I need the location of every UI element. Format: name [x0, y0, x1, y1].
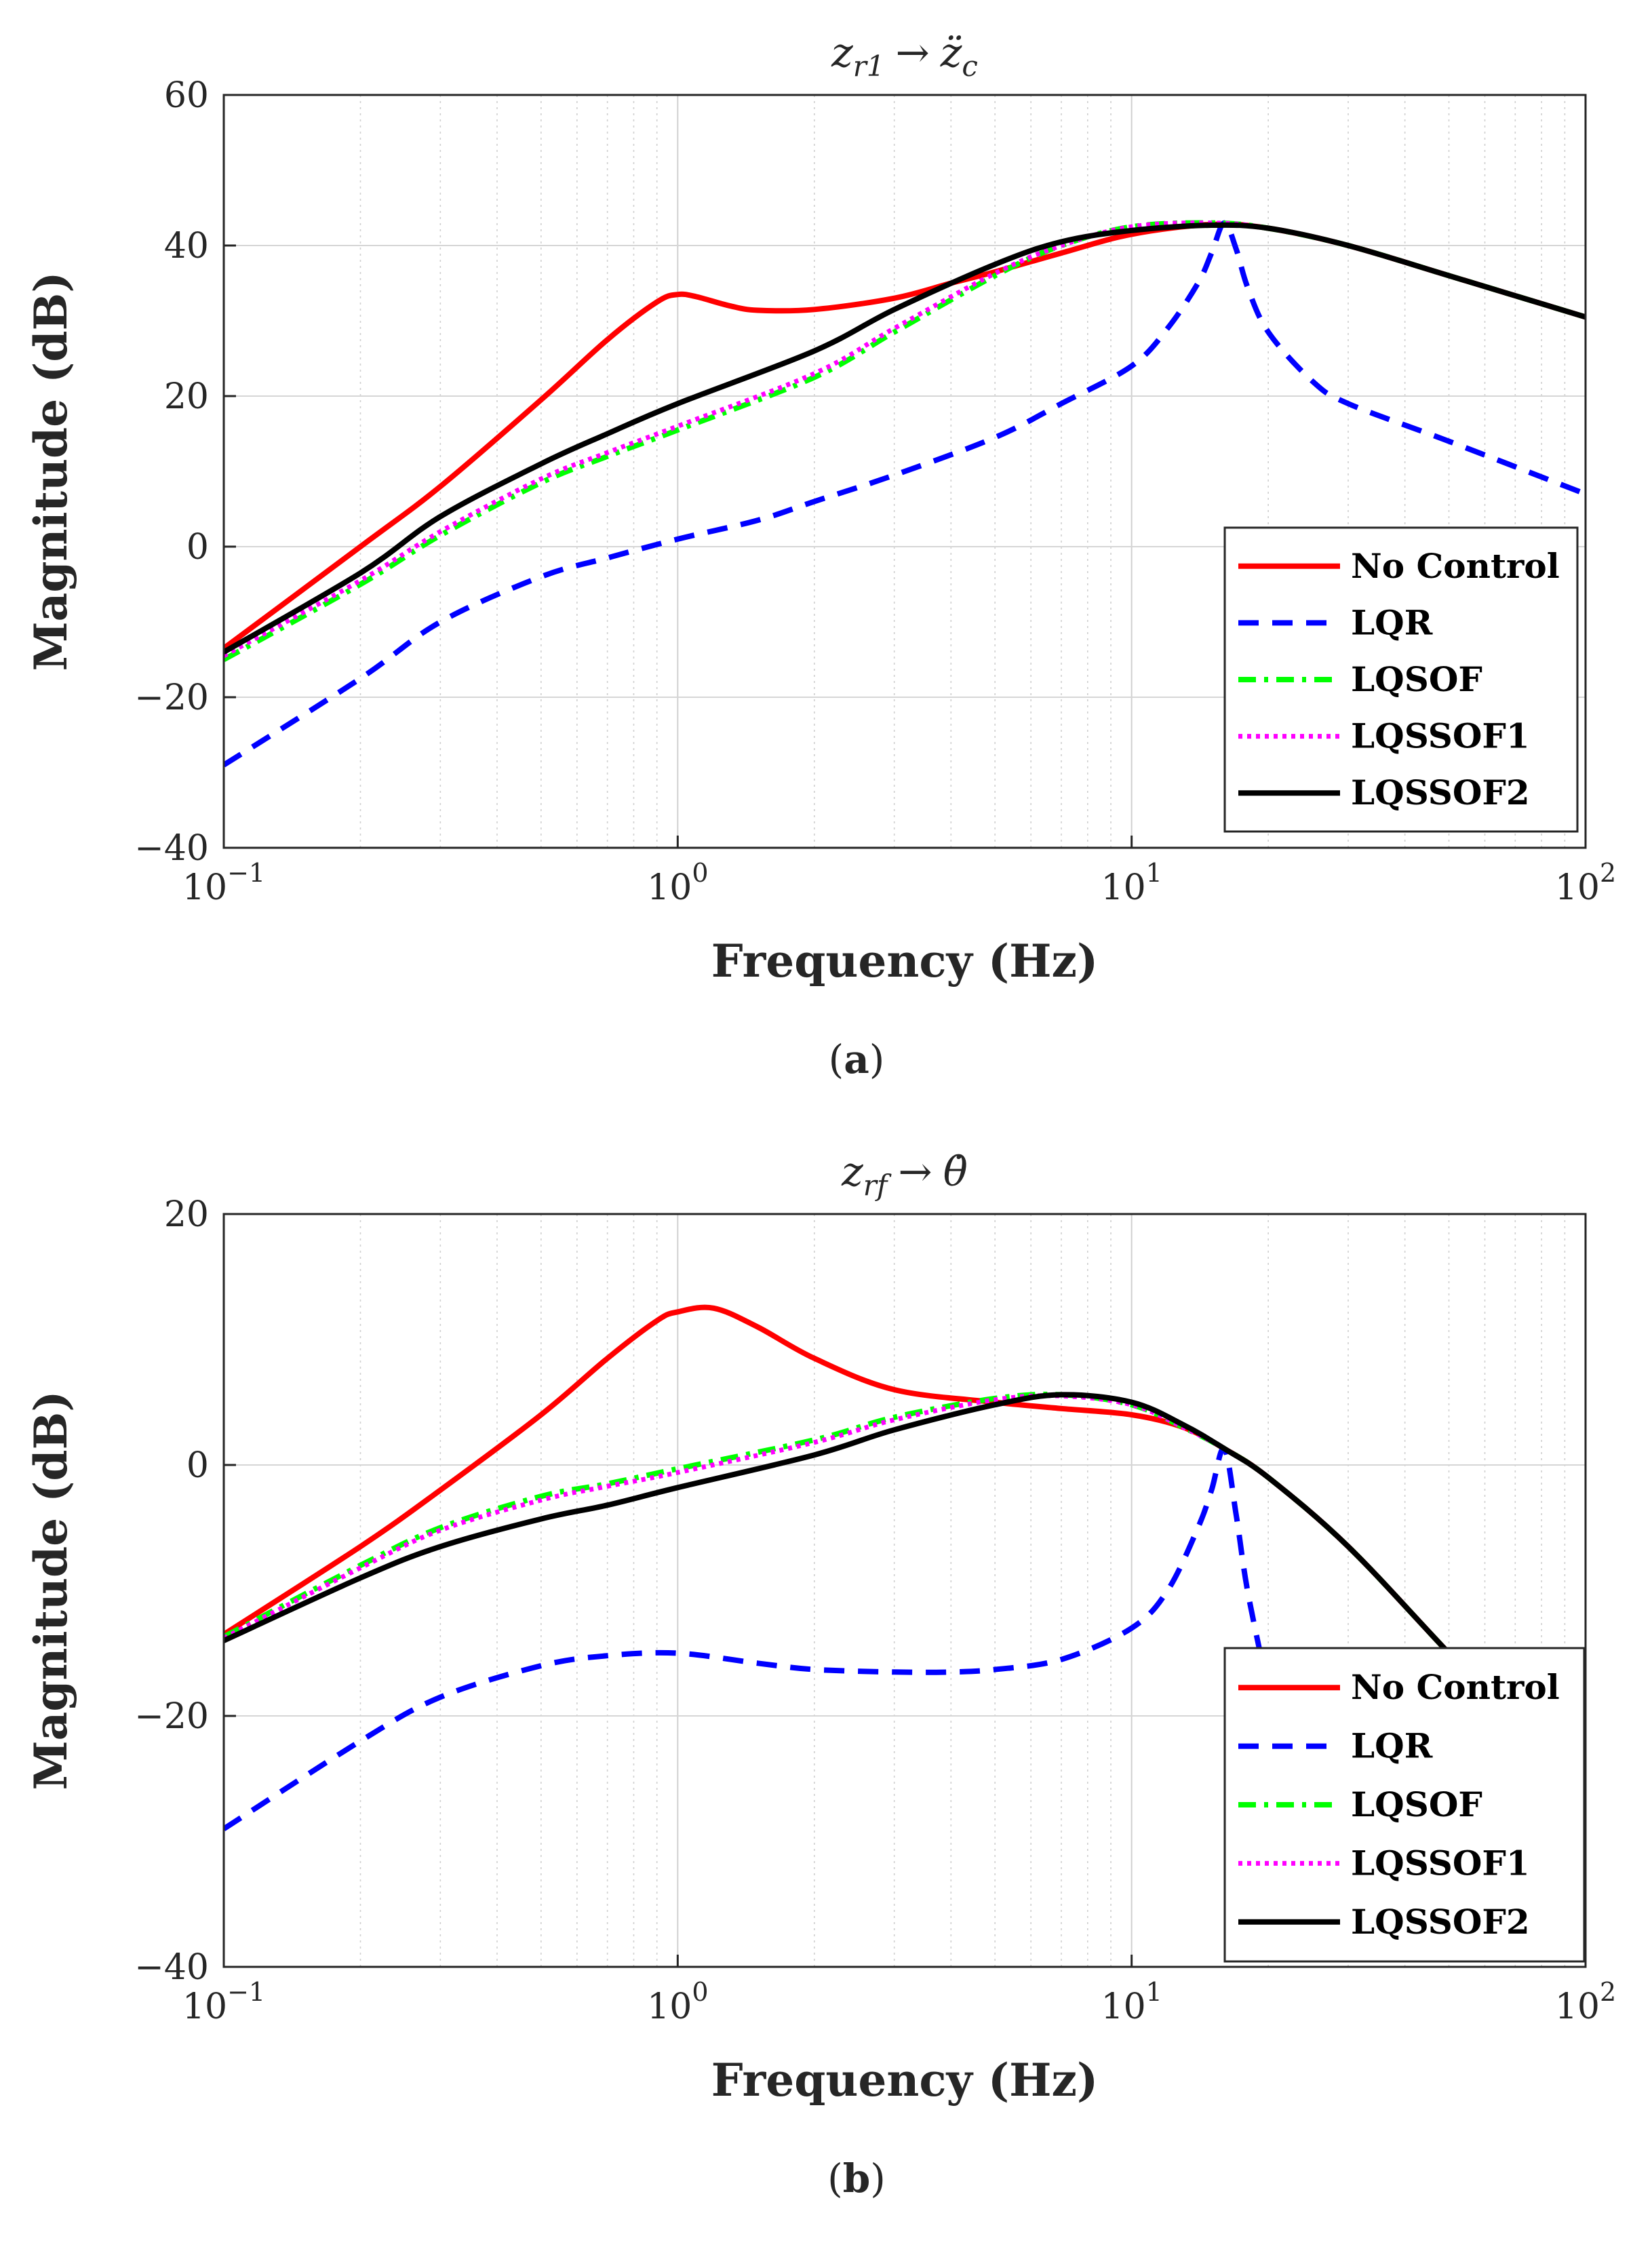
title-var: z — [831, 29, 853, 77]
y-tick-label: −40 — [134, 1947, 209, 1988]
caption-close: ) — [870, 2155, 886, 2202]
title-target-sub: c — [962, 50, 978, 83]
x-tick-label: 100 — [647, 858, 708, 908]
panel-caption: (b) — [827, 2155, 886, 2202]
legend-label: LQSOF — [1351, 1784, 1482, 1824]
chart-panel-a: 10−1 100 101 102 60 40 20 0 −20 −40 zr1 → z̈c Freq… — [24, 29, 1616, 1082]
x-tick-label: 10−1 — [182, 1977, 265, 2027]
legend-label: LQR — [1351, 1726, 1433, 1766]
series-line-lqssof1 — [224, 1393, 1586, 1799]
chart-panel-b: 10−1 100 101 102 20 0 −20 −40 zrf → θ̇ Frequency… — [24, 1148, 1616, 2202]
x-tick-label: 102 — [1555, 1977, 1616, 2027]
y-tick-labels: 20 0 −20 −40 — [134, 1194, 236, 1988]
legend-label: LQSSOF1 — [1351, 716, 1530, 756]
title-arrow: → — [896, 29, 930, 77]
legend-label: No Control — [1351, 1667, 1560, 1707]
y-tick-label: −20 — [134, 1696, 209, 1737]
y-tick-labels: 60 40 20 0 −20 −40 — [134, 75, 236, 869]
chart-title: zr1 → z̈c — [831, 29, 978, 83]
series-line-lqr — [224, 220, 1586, 768]
series-line-lqssof2 — [224, 222, 1586, 654]
x-tick-label: 10−1 — [182, 858, 265, 908]
x-tick-labels: 10−1 100 101 102 — [182, 836, 1616, 908]
title-target: z̈ — [940, 29, 962, 77]
series-line-lqssof2 — [224, 1392, 1586, 1800]
series-layer — [224, 1304, 1586, 1831]
y-tick-label: −20 — [134, 678, 209, 718]
y-tick-label: 0 — [186, 1445, 209, 1486]
caption-open: ( — [827, 2155, 843, 2202]
legend-label: LQSSOF2 — [1351, 773, 1530, 813]
x-tick-label: 101 — [1101, 1977, 1162, 2027]
x-tick-labels: 10−1 100 101 102 — [182, 1955, 1616, 2027]
x-axis-label: Frequency (Hz) — [711, 935, 1098, 987]
chart-title: zrf → θ̇ — [841, 1148, 968, 1202]
axes-box — [222, 1213, 1587, 1968]
x-axis-label: Frequency (Hz) — [711, 2054, 1098, 2107]
legend-label: LQR — [1351, 602, 1433, 642]
x-tick-label: 100 — [647, 1977, 708, 2027]
y-tick-label: −40 — [134, 828, 209, 869]
legend-label: LQSSOF1 — [1351, 1843, 1530, 1883]
legend-label: No Control — [1351, 546, 1560, 586]
title-arrow: → — [898, 1148, 932, 1196]
y-tick-label: 60 — [164, 75, 209, 116]
y-tick-label: 20 — [164, 1194, 209, 1235]
y-tick-label: 20 — [164, 376, 209, 417]
title-var: z — [841, 1148, 863, 1196]
y-axis-label: Magnitude (dB) — [24, 1390, 77, 1790]
series-layer — [224, 220, 1586, 768]
panel-caption: (a) — [829, 1036, 885, 1082]
y-axis-label: Magnitude (dB) — [24, 271, 77, 671]
title-sub: rf — [863, 1169, 892, 1202]
caption-open: ( — [829, 1036, 844, 1082]
caption-letter: a — [844, 1036, 869, 1082]
x-tick-label: 101 — [1101, 858, 1162, 908]
y-tick-label: 0 — [186, 527, 209, 568]
x-tick-label: 102 — [1555, 858, 1616, 908]
axes-box — [222, 94, 1587, 849]
y-tick-label: 40 — [164, 226, 209, 267]
caption-letter: b — [843, 2155, 871, 2202]
title-target: θ̇ — [943, 1148, 968, 1196]
legend-label: LQSSOF2 — [1351, 1902, 1530, 1942]
legend-label: LQSOF — [1351, 659, 1482, 699]
title-sub: r1 — [853, 50, 885, 83]
legend: No Control LQR LQSOF LQSSOF1 LQSSOF2 — [1223, 1647, 1586, 1963]
caption-close: ) — [869, 1036, 885, 1082]
legend: No Control LQR LQSOF LQSSOF1 LQSSOF2 — [1223, 526, 1579, 833]
